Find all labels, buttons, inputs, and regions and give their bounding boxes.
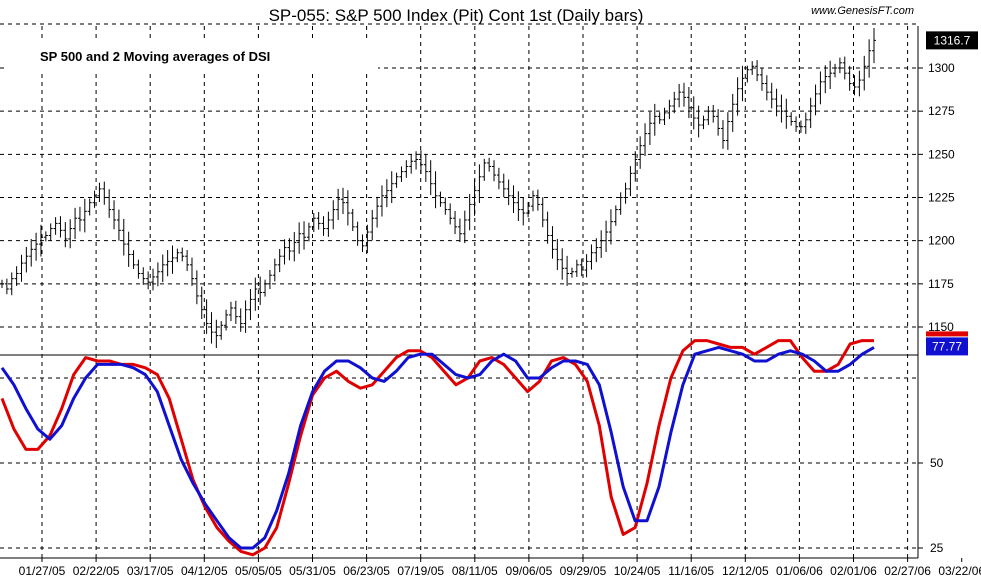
x-tick-label: 05/05/05 xyxy=(235,564,282,578)
chart-annotation: SP 500 and 2 Moving averages of DSI xyxy=(40,49,270,64)
fast-ma-line xyxy=(0,339,874,557)
annotation-box xyxy=(8,38,378,70)
last-price-label: 1316.7 xyxy=(934,33,971,47)
price-tick-label: 1250 xyxy=(928,147,955,161)
dsi-tick-label: 50 xyxy=(930,456,944,470)
x-tick-label: 12/12/05 xyxy=(722,564,769,578)
price-tick-label: 1300 xyxy=(928,61,955,75)
price-tick-label: 1275 xyxy=(928,104,955,118)
x-tick-label: 01/27/05 xyxy=(19,564,66,578)
fast-ma-tag xyxy=(926,331,968,337)
x-tick-label: 10/24/05 xyxy=(614,564,661,578)
x-tick-label: 07/19/05 xyxy=(397,564,444,578)
x-tick-label: 03/17/05 xyxy=(127,564,174,578)
x-tick-label: 02/01/06 xyxy=(830,564,877,578)
last-dsi-label: 77.77 xyxy=(932,339,962,353)
x-tick-label: 02/27/06 xyxy=(884,564,931,578)
slow-ma-line xyxy=(0,345,875,550)
x-tick-label: 06/23/05 xyxy=(343,564,390,578)
last-dsi-tag xyxy=(926,337,968,356)
chart-title: SP-055: S&P 500 Index (Pit) Cont 1st (Da… xyxy=(269,6,644,25)
plot-frame xyxy=(0,26,919,559)
price-tick-label: 1175 xyxy=(928,277,954,291)
price-tick-label: 1225 xyxy=(928,191,955,205)
x-tick-label: 01/06/06 xyxy=(776,564,823,578)
x-tick-label: 04/12/05 xyxy=(181,564,228,578)
x-tick-label: 03/22/06 xyxy=(938,564,981,578)
grid-lines xyxy=(0,23,918,558)
x-tick-label: 11/16/05 xyxy=(668,564,714,578)
price-tick-label: 1200 xyxy=(928,234,955,248)
x-tick-label: 02/22/05 xyxy=(73,564,120,578)
price-series xyxy=(0,27,876,349)
x-tick-label: 09/06/05 xyxy=(506,564,553,578)
y-axis-ticks: 1150 1175 1200 1225 1250 1275 1300 25 50 xyxy=(918,61,955,555)
x-tick-label: 09/29/05 xyxy=(560,564,607,578)
x-tick-label: 05/31/05 xyxy=(289,564,336,578)
dsi-series xyxy=(0,339,875,557)
website-label: www.GenesisFT.com xyxy=(811,5,914,17)
dsi-tick-label: 25 xyxy=(930,541,944,555)
last-price-tag xyxy=(926,31,978,50)
x-tick-label: 08/11/05 xyxy=(452,564,498,578)
price-tick-label: 1150 xyxy=(928,320,954,334)
x-axis-ticks: 01/27/05 02/22/05 03/17/05 04/12/05 05/05/05… xyxy=(19,558,981,578)
last-value-tags: 1316.7 77.77 xyxy=(926,31,978,356)
